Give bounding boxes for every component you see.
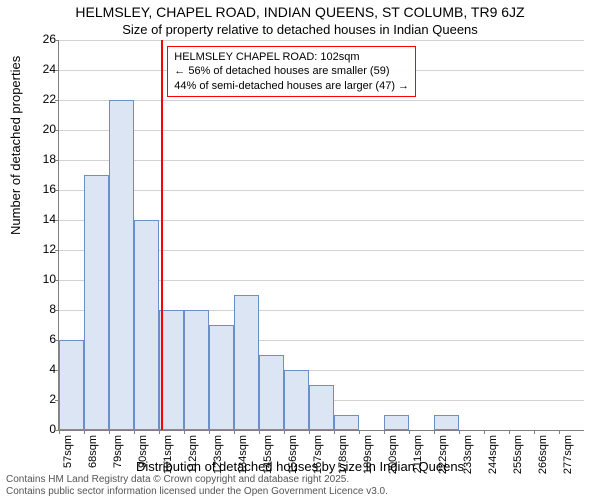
histogram-bar [284, 370, 309, 430]
histogram-bar [209, 325, 234, 430]
gridline [59, 130, 584, 131]
y-tick-mark [55, 190, 59, 191]
x-tick-mark [509, 430, 510, 434]
x-axis-label: Distribution of detached houses by size … [0, 459, 600, 474]
y-tick-label: 18 [26, 152, 56, 166]
annotation-line3: 44% of semi-detached houses are larger (… [174, 79, 409, 93]
x-tick-mark [534, 430, 535, 434]
footer-line2: Contains public sector information licen… [6, 486, 388, 498]
y-tick-mark [55, 130, 59, 131]
y-tick-label: 12 [26, 242, 56, 256]
y-tick-label: 0 [26, 422, 56, 436]
footer-line1: Contains HM Land Registry data © Crown c… [6, 474, 388, 486]
y-tick-label: 10 [26, 272, 56, 286]
histogram-bar [234, 295, 259, 430]
gridline [59, 40, 584, 41]
x-tick-mark [484, 430, 485, 434]
x-tick-mark [134, 430, 135, 434]
y-tick-label: 14 [26, 212, 56, 226]
x-tick-mark [259, 430, 260, 434]
y-tick-mark [55, 220, 59, 221]
x-tick-mark [359, 430, 360, 434]
histogram-bar [309, 385, 334, 430]
histogram-bar [59, 340, 84, 430]
annotation-line1: HELMSLEY CHAPEL ROAD: 102sqm [174, 50, 409, 64]
y-tick-label: 16 [26, 182, 56, 196]
gridline [59, 100, 584, 101]
x-tick-mark [309, 430, 310, 434]
histogram-bar [134, 220, 159, 430]
x-tick-mark [109, 430, 110, 434]
x-tick-mark [284, 430, 285, 434]
y-tick-label: 20 [26, 122, 56, 136]
y-tick-mark [55, 70, 59, 71]
histogram-bar [259, 355, 284, 430]
y-tick-mark [55, 160, 59, 161]
y-tick-mark [55, 310, 59, 311]
x-tick-mark [434, 430, 435, 434]
y-tick-mark [55, 280, 59, 281]
histogram-bar [384, 415, 409, 430]
gridline [59, 160, 584, 161]
x-tick-mark [209, 430, 210, 434]
y-tick-mark [55, 100, 59, 101]
plot-area: HELMSLEY CHAPEL ROAD: 102sqm← 56% of det… [58, 40, 584, 431]
y-tick-label: 8 [26, 302, 56, 316]
annotation-line2: ← 56% of detached houses are smaller (59… [174, 64, 409, 78]
x-tick-mark [559, 430, 560, 434]
x-tick-mark [59, 430, 60, 434]
y-tick-mark [55, 40, 59, 41]
x-tick-mark [384, 430, 385, 434]
footer-attribution: Contains HM Land Registry data © Crown c… [6, 474, 388, 498]
y-tick-label: 22 [26, 92, 56, 106]
x-tick-mark [334, 430, 335, 434]
sub-title: Size of property relative to detached ho… [0, 22, 600, 37]
chart-container: HELMSLEY, CHAPEL ROAD, INDIAN QUEENS, ST… [0, 0, 600, 500]
histogram-bar [84, 175, 109, 430]
main-title: HELMSLEY, CHAPEL ROAD, INDIAN QUEENS, ST… [0, 4, 600, 20]
x-tick-mark [159, 430, 160, 434]
y-axis-label: Number of detached properties [8, 56, 23, 235]
histogram-bar [334, 415, 359, 430]
x-tick-mark [459, 430, 460, 434]
histogram-bar [434, 415, 459, 430]
y-tick-label: 2 [26, 392, 56, 406]
gridline [59, 190, 584, 191]
x-tick-mark [234, 430, 235, 434]
x-tick-mark [409, 430, 410, 434]
reference-line [161, 40, 163, 430]
annotation-box: HELMSLEY CHAPEL ROAD: 102sqm← 56% of det… [167, 46, 416, 97]
y-tick-label: 6 [26, 332, 56, 346]
y-tick-label: 4 [26, 362, 56, 376]
y-tick-label: 26 [26, 32, 56, 46]
histogram-bar [109, 100, 134, 430]
histogram-bar [184, 310, 209, 430]
x-tick-mark [184, 430, 185, 434]
x-tick-mark [84, 430, 85, 434]
y-tick-mark [55, 250, 59, 251]
y-tick-label: 24 [26, 62, 56, 76]
